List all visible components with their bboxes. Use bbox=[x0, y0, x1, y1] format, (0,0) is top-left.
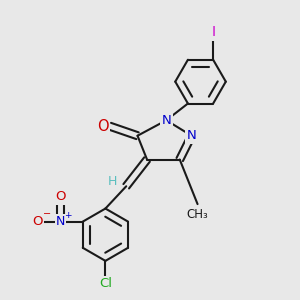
Text: H: H bbox=[107, 175, 117, 188]
Text: O: O bbox=[32, 215, 43, 228]
Text: +: + bbox=[64, 211, 72, 220]
Text: −: − bbox=[43, 209, 51, 219]
Text: N: N bbox=[56, 215, 65, 228]
Text: N: N bbox=[187, 129, 196, 142]
Text: CH₃: CH₃ bbox=[187, 208, 208, 221]
Text: I: I bbox=[211, 25, 215, 39]
Text: O: O bbox=[55, 190, 66, 203]
Text: Cl: Cl bbox=[99, 277, 112, 290]
Text: N: N bbox=[161, 114, 171, 127]
Text: O: O bbox=[97, 119, 108, 134]
